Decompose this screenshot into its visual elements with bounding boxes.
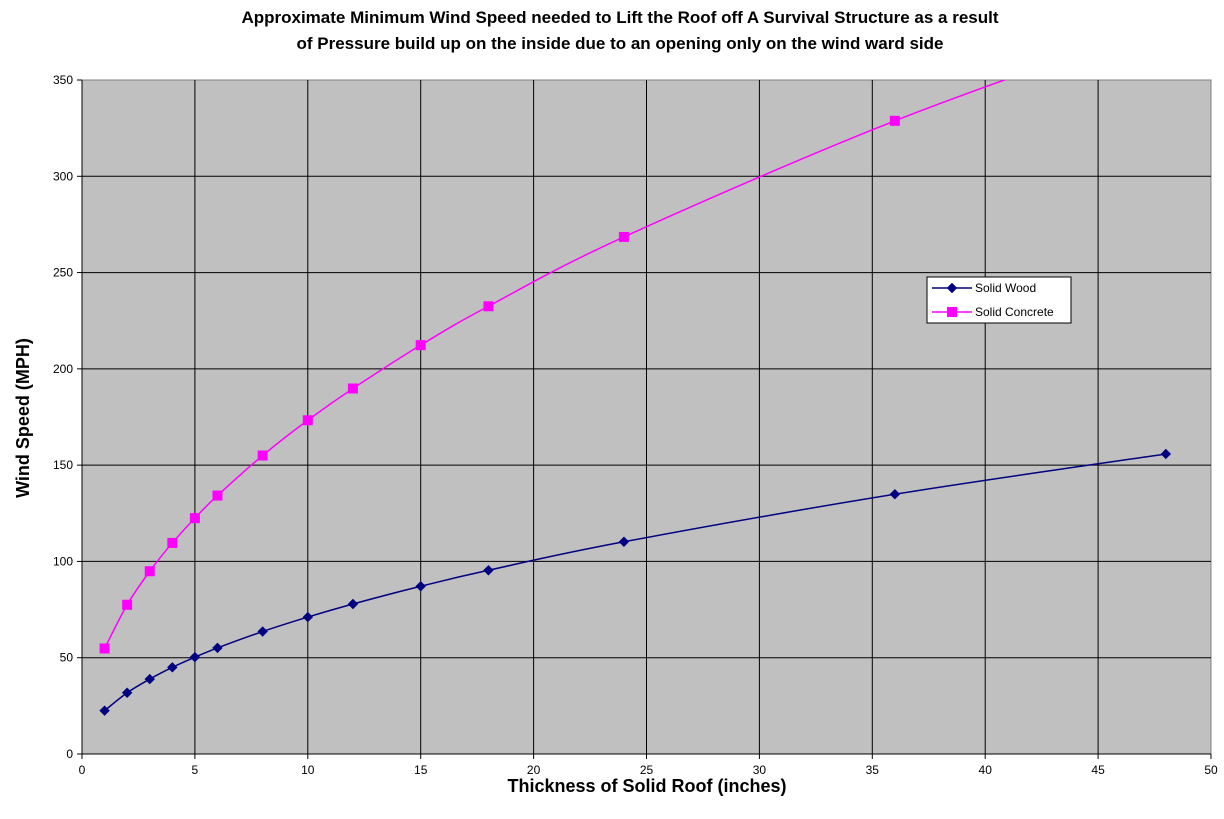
data-point-solid-wood — [483, 565, 494, 576]
data-point-solid-concrete — [167, 537, 178, 548]
data-point-solid-concrete — [257, 450, 268, 461]
x-axis-tick-labels: 0 5 10 15 20 25 30 35 40 45 50 — [79, 763, 1218, 777]
x-tick-label: 10 — [301, 763, 315, 777]
data-point-solid-concrete — [99, 643, 110, 654]
data-point-solid-wood — [302, 611, 314, 623]
y-tick-label: 100 — [53, 554, 73, 568]
series-lines — [103, 80, 1166, 712]
x-tick-label: 50 — [1204, 763, 1218, 777]
data-point-solid-concrete — [889, 115, 900, 126]
data-point-solid-concrete — [212, 490, 223, 501]
series-line-solid-concrete — [103, 80, 1007, 649]
gridlines — [82, 80, 1211, 754]
chart-title-line-1: Approximate Minimum Wind Speed needed to… — [241, 8, 998, 27]
y-tick-label: 200 — [53, 362, 73, 376]
data-point-solid-wood — [618, 536, 630, 547]
legend-entry-solid-wood: Solid Wood — [932, 281, 1036, 295]
y-tick-label: 150 — [53, 458, 73, 472]
data-point-solid-concrete — [189, 513, 200, 524]
y-tick-label: 0 — [66, 747, 73, 761]
data-point-solid-concrete — [122, 599, 133, 610]
y-tick-label: 350 — [53, 73, 73, 87]
x-tick-label: 25 — [640, 763, 654, 777]
x-tick-label: 45 — [1091, 763, 1105, 777]
y-axis-tick-labels: 0 50 100 150 200 250 300 350 — [53, 73, 73, 761]
data-point-solid-concrete — [415, 340, 426, 351]
data-point-solid-wood — [212, 642, 223, 654]
data-point-solid-wood — [144, 673, 155, 685]
axes — [77, 79, 1212, 759]
x-tick-label: 15 — [414, 763, 428, 777]
data-point-solid-concrete — [302, 415, 313, 426]
data-point-solid-concrete — [483, 301, 494, 312]
data-point-solid-wood — [415, 581, 426, 592]
series-markers — [99, 115, 1172, 716]
x-tick-label: 0 — [79, 763, 86, 777]
x-tick-label: 40 — [979, 763, 993, 777]
data-point-solid-wood — [257, 626, 268, 637]
legend-label-solid-concrete: Solid Concrete — [975, 305, 1054, 319]
data-point-solid-wood — [121, 687, 133, 698]
data-point-solid-wood — [1160, 448, 1172, 460]
x-tick-label: 35 — [866, 763, 880, 777]
data-point-solid-wood — [347, 598, 359, 610]
legend-label-solid-wood: Solid Wood — [975, 281, 1036, 295]
y-tick-label: 250 — [53, 266, 73, 280]
x-tick-label: 30 — [753, 763, 767, 777]
series-line-solid-wood — [104, 453, 1166, 712]
y-tick-label: 50 — [60, 651, 74, 665]
y-tick-label: 300 — [53, 169, 73, 183]
chart-title: Approximate Minimum Wind Speed needed to… — [241, 8, 998, 53]
data-point-solid-wood — [189, 651, 201, 663]
chart-title-line-2: of Pressure build up on the inside due t… — [297, 34, 944, 53]
data-point-solid-wood — [99, 705, 110, 716]
y-axis-label: Wind Speed (MPH) — [13, 338, 33, 498]
legend: Solid Wood Solid Concrete — [926, 276, 1072, 324]
x-tick-label: 20 — [527, 763, 541, 777]
data-point-solid-concrete — [347, 383, 358, 394]
x-tick-label: 5 — [192, 763, 199, 777]
data-point-solid-concrete — [144, 566, 155, 577]
x-axis-label: Thickness of Solid Roof (inches) — [507, 776, 786, 796]
data-point-solid-concrete — [618, 231, 629, 242]
data-point-solid-wood — [889, 489, 901, 500]
data-point-solid-wood — [167, 662, 178, 673]
legend-entry-solid-concrete: Solid Concrete — [932, 305, 1054, 319]
